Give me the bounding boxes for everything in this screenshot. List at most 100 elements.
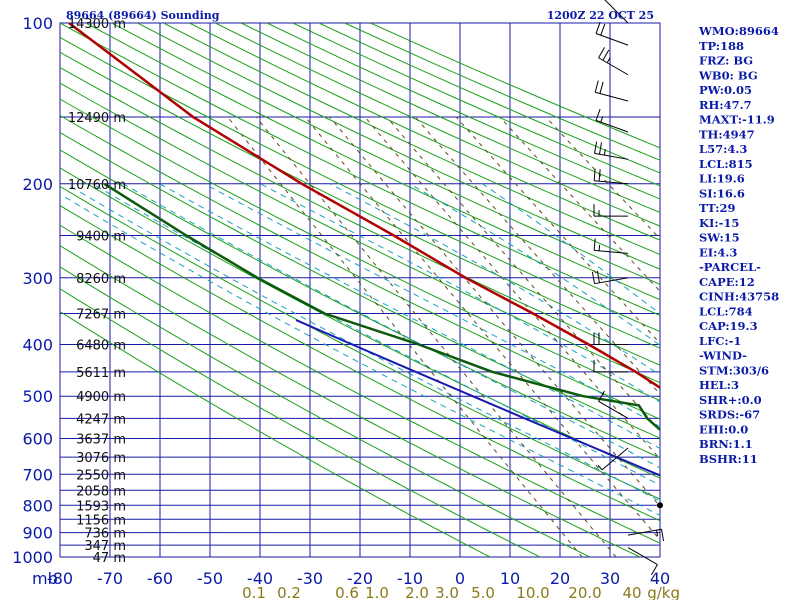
wind-barb-staff bbox=[594, 277, 629, 285]
index-entry: WB0: BG bbox=[698, 68, 758, 82]
index-entry: BRN:1.1 bbox=[699, 437, 753, 451]
wind-barb-staff bbox=[601, 447, 629, 471]
mixing-ratio-line bbox=[304, 116, 660, 541]
height-label: 10760 m bbox=[68, 178, 126, 193]
index-entry: LCL:815 bbox=[699, 157, 753, 171]
mixing-ratio-line bbox=[455, 116, 660, 345]
height-label: 3076 m bbox=[76, 451, 126, 466]
wind-barb-feather bbox=[597, 464, 603, 471]
index-entry: BSHR:11 bbox=[699, 452, 758, 466]
wind-barb-feather bbox=[598, 142, 603, 155]
mixing-ratio-line bbox=[227, 116, 583, 557]
height-label: 14300 m bbox=[68, 17, 126, 32]
wind-barb-staff bbox=[595, 91, 629, 102]
dry-adiabat bbox=[85, 23, 660, 301]
height-label: 7267 m bbox=[76, 308, 126, 323]
pressure-tick-label: 600 bbox=[22, 430, 53, 449]
index-entry: SW:15 bbox=[699, 231, 740, 245]
index-entry: TP:188 bbox=[699, 39, 744, 53]
mixing-ratio-tick-label: 1.0 bbox=[365, 584, 389, 600]
index-entry: -WIND- bbox=[699, 349, 747, 363]
index-entry: TT:29 bbox=[699, 201, 736, 215]
wind-barb-feather bbox=[594, 141, 598, 154]
dry-adiabat bbox=[60, 288, 541, 557]
index-entry: EHI:0.0 bbox=[699, 422, 748, 436]
mixing-ratio-tick-label: 40 bbox=[622, 584, 641, 600]
dry-adiabat bbox=[60, 66, 660, 366]
dry-adiabat bbox=[189, 23, 660, 241]
temperature-tick-label: -10 bbox=[397, 569, 423, 588]
wind-barb-staff bbox=[594, 249, 629, 254]
temperature-tick-label: 0 bbox=[455, 569, 465, 588]
pressure-tick-label: 800 bbox=[22, 496, 53, 515]
index-entry: HEL:3 bbox=[699, 378, 739, 392]
height-label: 6480 m bbox=[76, 339, 126, 354]
wind-barb-feather bbox=[593, 168, 596, 181]
dry-adiabat bbox=[60, 98, 660, 402]
index-entry: LCL:784 bbox=[699, 304, 753, 318]
mixing-ratio-tick-label: 0.1 bbox=[242, 584, 266, 600]
moist-adiabat bbox=[65, 183, 660, 502]
height-label: 5611 m bbox=[76, 366, 126, 381]
height-label: 1156 m bbox=[76, 513, 126, 528]
index-entry: SHR+:0.0 bbox=[699, 393, 762, 407]
height-label: 9400 m bbox=[76, 229, 126, 244]
height-label: 8260 m bbox=[76, 272, 126, 287]
dry-adiabat bbox=[60, 51, 660, 349]
height-label: 12490 m bbox=[68, 111, 126, 126]
mixing-ratio-tick-label: 0.2 bbox=[277, 584, 301, 600]
moist-adiabat bbox=[60, 193, 660, 516]
dry-adiabat bbox=[60, 82, 660, 384]
wind-barbs bbox=[591, 0, 665, 576]
mixing-ratio-tick-label: 5.0 bbox=[471, 584, 495, 600]
index-entry: STM:303/6 bbox=[699, 363, 769, 377]
index-entry: -PARCEL- bbox=[699, 260, 761, 274]
height-label: 4247 m bbox=[76, 412, 126, 427]
index-entry: L57:4.3 bbox=[699, 142, 747, 156]
wind-barb-feather bbox=[595, 22, 601, 34]
pressure-tick-label: 500 bbox=[22, 387, 53, 406]
temperature-tick-label: -30 bbox=[297, 569, 323, 588]
wind-barb-feather bbox=[656, 530, 659, 537]
moist-adiabat bbox=[122, 183, 660, 469]
index-entry: CINH:43758 bbox=[699, 290, 779, 304]
pressure-tick-label: 400 bbox=[22, 336, 53, 355]
dry-adiabat bbox=[60, 245, 641, 557]
pressure-tick-label: 900 bbox=[22, 524, 53, 543]
wind-barb-feather bbox=[606, 57, 611, 63]
pressure-tick-label: 200 bbox=[22, 175, 53, 194]
dry-adiabat bbox=[60, 131, 660, 439]
wind-barb-feather bbox=[651, 564, 658, 576]
temperature-tick-label: 10 bbox=[500, 569, 520, 588]
temperature-line bbox=[68, 23, 660, 390]
height-label: 2550 m bbox=[76, 468, 126, 483]
mixing-ratio-unit-label: g/kg bbox=[647, 584, 680, 600]
wind-barb-feather bbox=[598, 169, 601, 182]
index-entry: WMO:89664 bbox=[698, 24, 779, 38]
index-entry: KI:-15 bbox=[699, 216, 739, 230]
dry-adiabat bbox=[163, 23, 660, 256]
dry-adiabat bbox=[60, 185, 660, 500]
parcel-trace-line bbox=[295, 319, 660, 477]
wind-barb-staff bbox=[598, 57, 629, 76]
height-label: 347 m bbox=[84, 539, 126, 554]
height-label: 4900 m bbox=[76, 390, 126, 405]
wind-barb-staff bbox=[595, 119, 629, 133]
wind-barb-staff bbox=[595, 33, 629, 46]
wind-barb-feather bbox=[595, 108, 601, 121]
dry-adiabat bbox=[60, 114, 660, 420]
height-label: 47 m bbox=[93, 551, 126, 566]
sounding-valid-time: 1200Z 22 OCT 25 bbox=[547, 9, 654, 22]
wind-barb-staff bbox=[627, 547, 658, 565]
dry-adiabat bbox=[60, 266, 591, 557]
temperature-tick-label: -40 bbox=[247, 569, 273, 588]
calm-wind-marker bbox=[657, 502, 663, 509]
index-entry: MAXT:-11.9 bbox=[699, 113, 775, 127]
index-entry: CAPE:12 bbox=[699, 275, 755, 289]
index-entry: PW:0.05 bbox=[699, 83, 752, 97]
pressure-tick-label: 700 bbox=[22, 465, 53, 484]
index-entry: LFC:-1 bbox=[699, 334, 741, 348]
